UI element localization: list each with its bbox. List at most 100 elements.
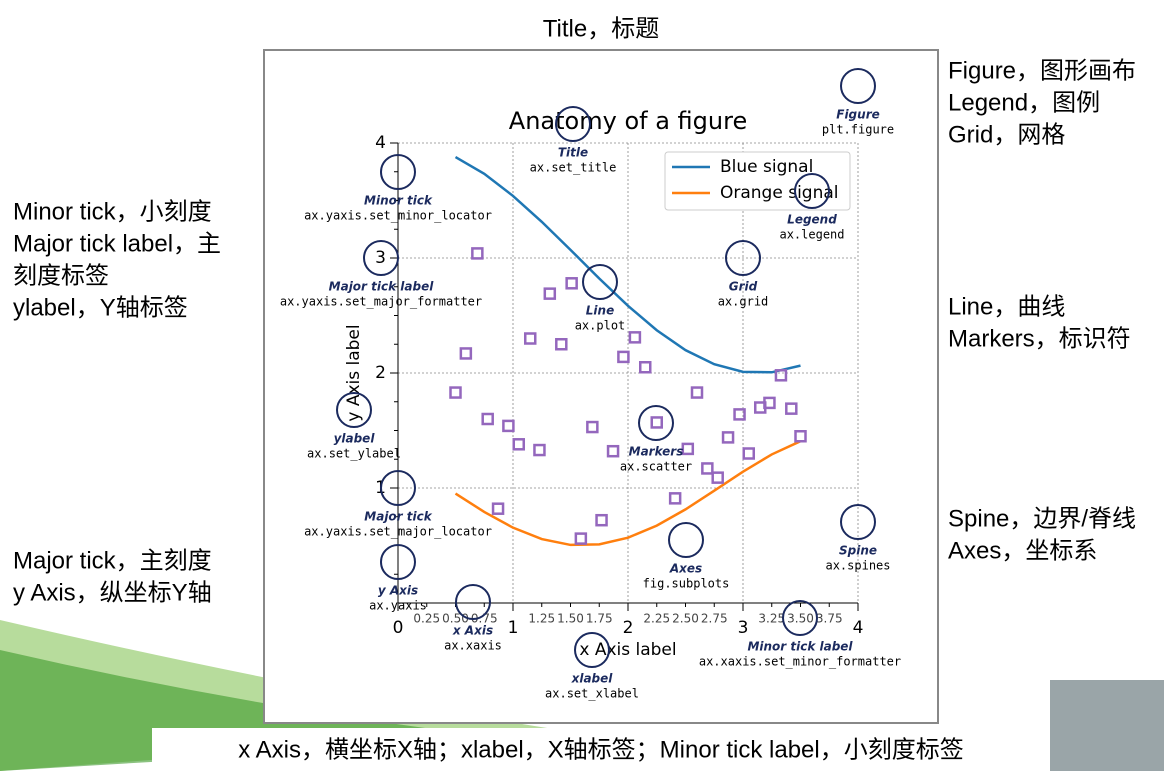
annotation-code: plt.figure [822,123,894,137]
annotation-code: ax.grid [718,295,769,309]
legend-label: Blue signal [720,157,813,177]
marker [565,277,578,290]
annotation-code: ax.yaxis.set_minor_locator [304,209,492,223]
annotation-circle [363,240,399,276]
x-minor-tick-label: 0.75 [471,612,498,626]
annotation-code: ax.spines [825,559,890,573]
side-note: ylabel，Y轴标签 [13,294,188,321]
marker [681,442,695,456]
annotation-label: Legend [787,213,837,227]
marker [606,444,620,458]
x-minor-tick-label: 1.50 [557,612,584,626]
legend-label: Orange signal [720,183,839,203]
x-minor-tick-label: 2.50 [672,612,699,626]
marker [502,419,515,433]
annotation-label: y Axis [378,584,418,598]
annotation-circle [380,470,416,506]
x-tick-label: 2 [623,618,634,638]
side-note: 刻度标签 [13,262,109,289]
y-axis-label: y Axis label [344,324,364,421]
annotation-label: Major tick [364,510,432,524]
annotation-label: Title [558,146,588,160]
footer-band [152,728,1050,771]
marker [650,416,663,429]
annotation-code: ax.legend [779,228,844,242]
side-note: Axes，坐标系 [948,537,1097,564]
line-series [454,155,801,374]
x-tick-label: 0 [393,618,404,638]
annotation-circle [840,504,876,540]
annotation-code: ax.set_title [530,161,617,175]
marker [555,338,568,351]
annotation-label: Axes [669,562,702,576]
marker [449,386,462,399]
marker [639,361,652,374]
marker [701,462,714,475]
annotation-circle [782,600,818,636]
annotation-circle [336,392,372,428]
side-note: Line，曲线 [948,293,1065,320]
x-axis-label: x Axis label [579,640,676,660]
side-note: Major tick label，主 [13,230,221,257]
annotation-code: ax.yaxis.set_major_formatter [280,295,482,309]
annotation-label: Grid [729,280,758,294]
x-tick-label: 4 [853,618,864,638]
annotation-code: ax.xaxis.set_minor_formatter [699,655,901,669]
annotation-code: ax.scatter [620,460,692,474]
marker [595,513,608,527]
annotation-circle [380,154,416,190]
x-tick-label: 3 [738,618,749,638]
annotation-code: ax.plot [575,319,626,333]
legend-box [664,151,851,211]
annotation-label: xlabel [571,672,614,686]
annotation-code: ax.xaxis [444,639,502,653]
side-note: Grid，网格 [948,121,1065,148]
marker [543,287,557,300]
marker [628,331,642,344]
x-minor-tick-label: 2.75 [701,612,728,626]
x-minor-tick-label: 0.25 [413,612,440,626]
y-tick-label: 4 [375,133,386,153]
x-minor-tick-label: 3.75 [816,612,843,626]
marker [533,443,546,457]
marker [524,332,537,345]
annotation-circle [380,544,416,580]
slide-title: Title，标题 [543,15,659,42]
annotation-code: ax.yaxis.set_major_locator [304,525,492,539]
side-note: Spine，边界/脊线 [948,505,1136,532]
annotation-code: fig.subplots [643,577,730,591]
side-note: Figure，图形画布 [948,57,1136,84]
x-minor-tick-label: 3.50 [787,612,814,626]
side-note: Minor tick，小刻度 [13,198,212,225]
x-minor-tick-label: 2.25 [643,612,670,626]
annotation-circle [455,584,491,620]
side-note: Markers，标识符 [948,325,1131,352]
marker [668,492,682,505]
x-minor-tick-label: 1.75 [586,612,613,626]
y-tick-label: 3 [375,248,386,268]
annotation-circle [794,173,830,209]
annotation-label: Figure [836,108,880,122]
marker [586,420,599,434]
marker [690,386,704,399]
annotation-code: ax.set_xlabel [545,687,639,701]
annotation-circle [638,405,674,441]
marker [733,408,746,421]
side-note: Legend，图例 [948,89,1100,116]
annotation-circle [555,106,591,142]
marker [481,412,494,426]
annotation-code: ax.set_ylabel [307,447,401,461]
marker [459,347,473,360]
annotation-label: Minor tick label [747,640,853,654]
annotation-code: ax.yaxis [369,599,427,613]
chart-title: Anatomy of a figure [509,107,747,135]
side-note: y Axis，纵坐标Y轴 [13,579,212,606]
marker [774,369,788,382]
marker [763,396,776,410]
line-series [454,440,802,547]
decor-laptop [1050,680,1164,771]
marker [617,350,630,364]
annotation-circle [725,240,761,276]
x-minor-tick-label: 1.25 [528,612,555,626]
